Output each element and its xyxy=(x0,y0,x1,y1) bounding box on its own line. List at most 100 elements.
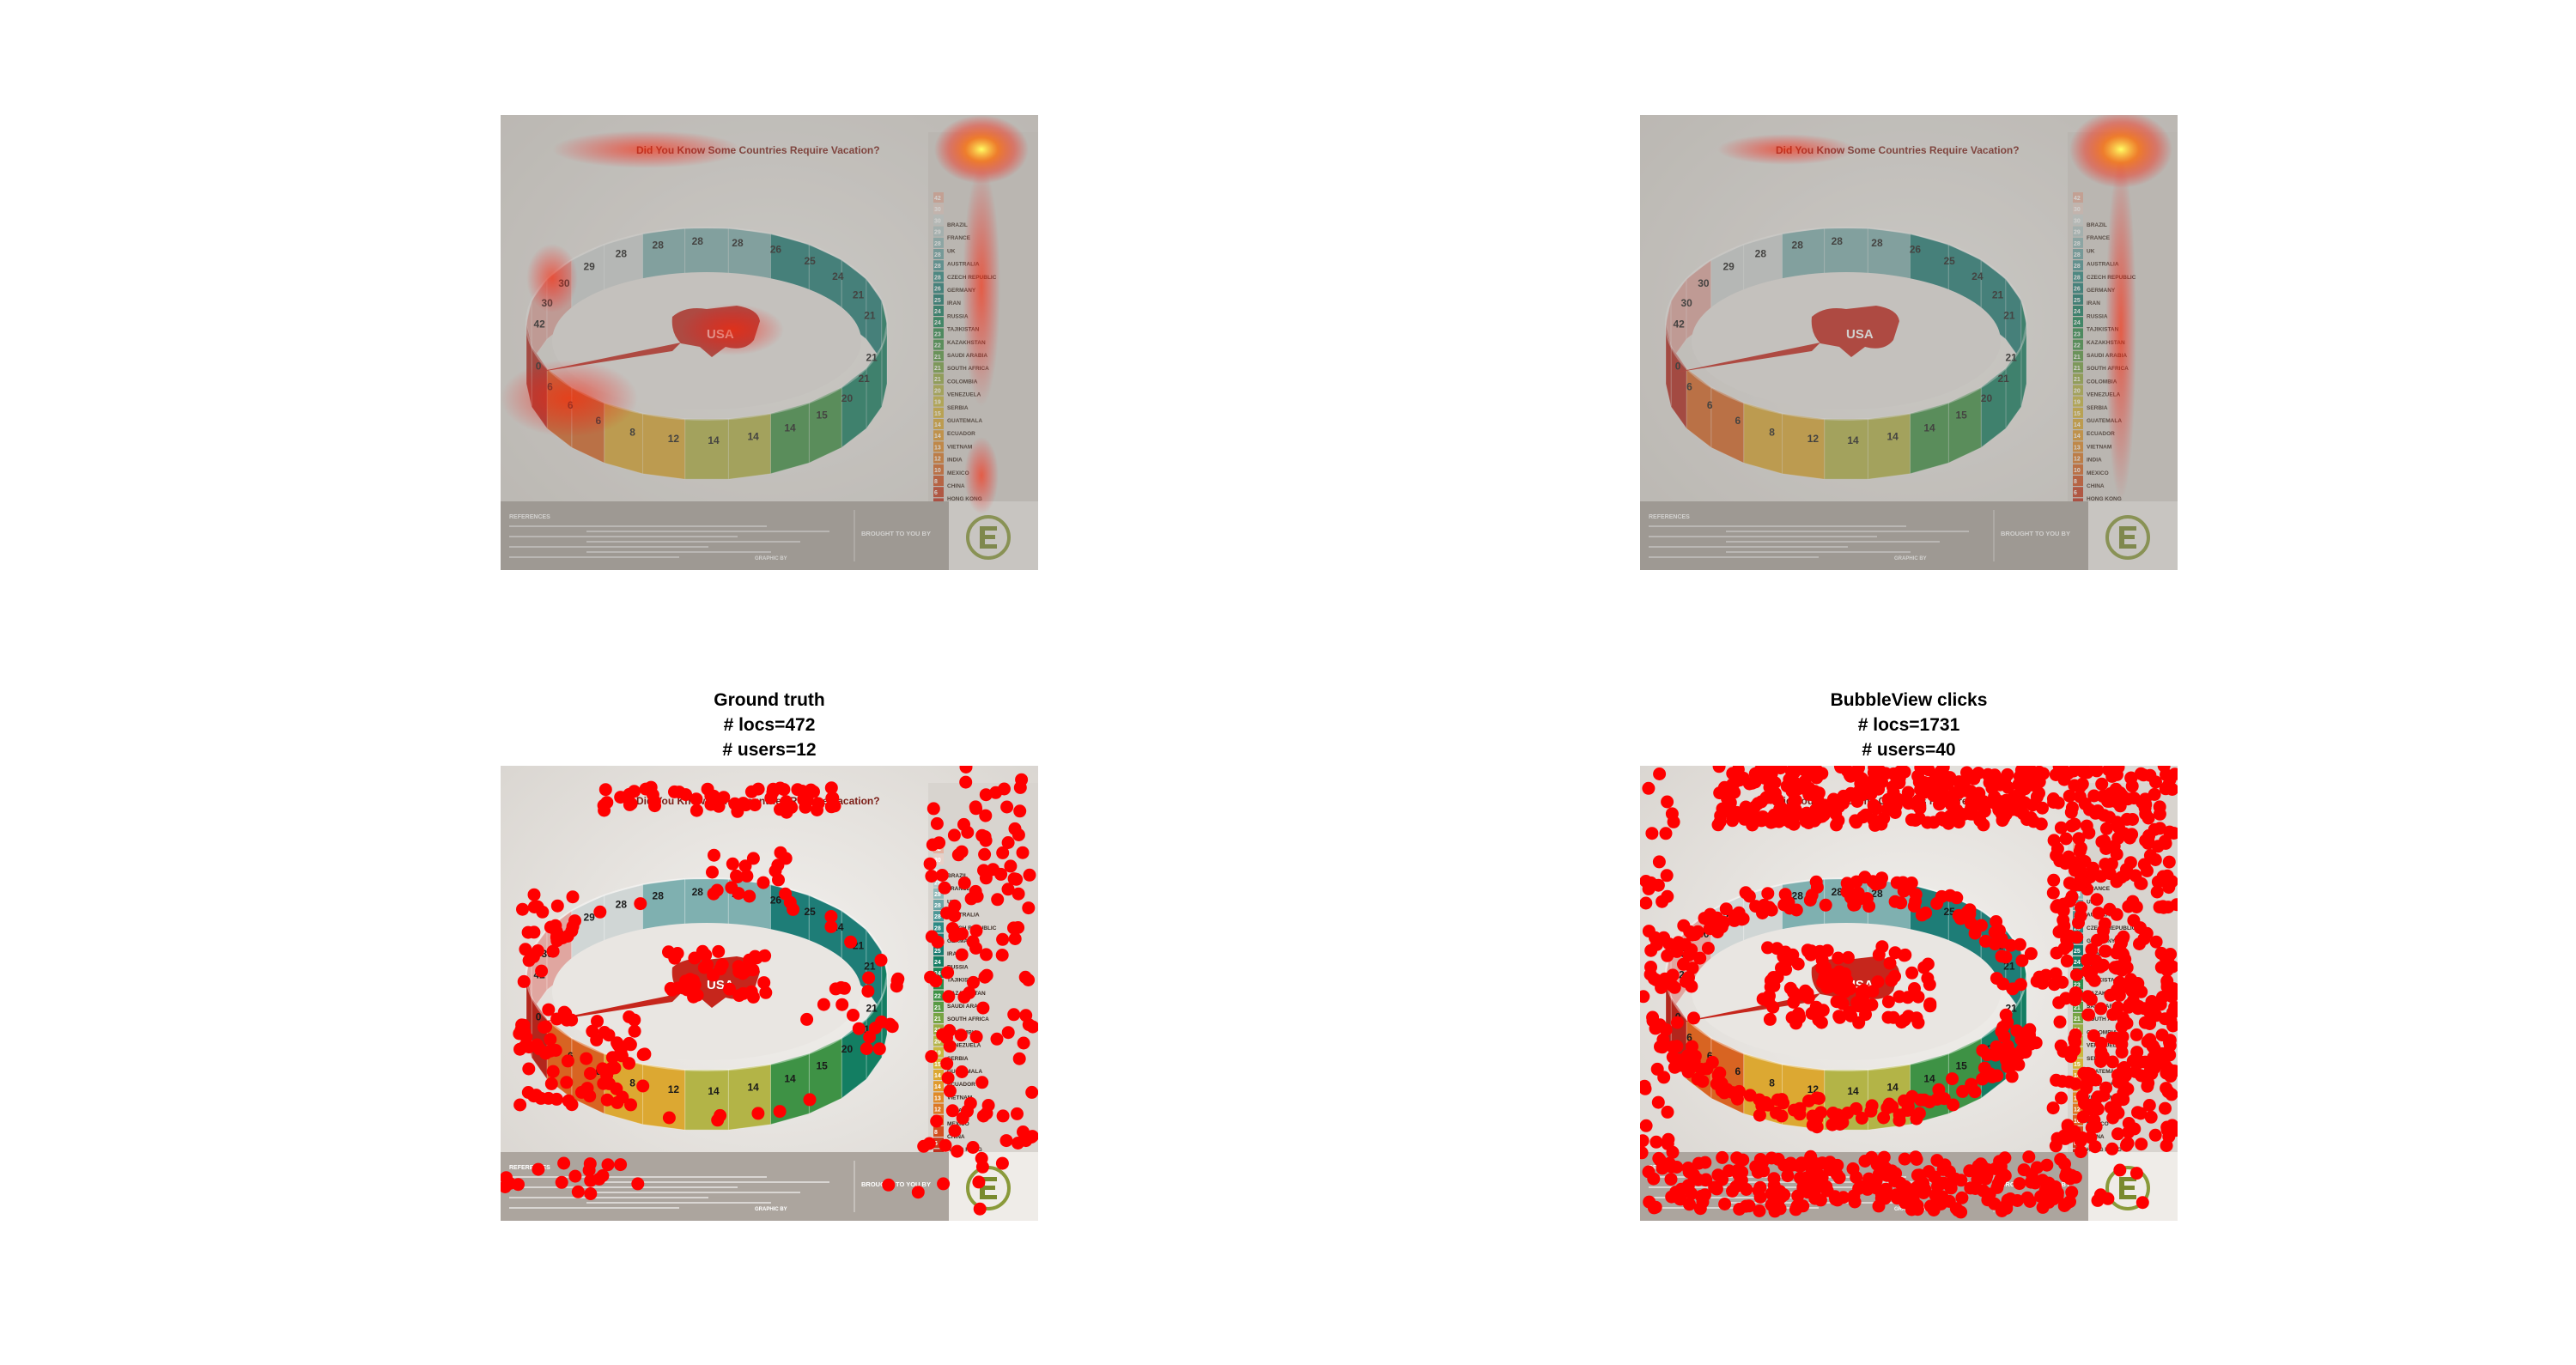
heat-blob xyxy=(963,167,1000,407)
ring-value-label: 28 xyxy=(1832,235,1844,247)
legend-swatch xyxy=(933,476,944,486)
click-dot xyxy=(995,1156,1009,1170)
click-dot xyxy=(560,1076,574,1089)
click-dot xyxy=(2036,801,2049,815)
click-dot xyxy=(959,766,973,774)
click-dot xyxy=(1905,966,1919,980)
click-dot xyxy=(690,804,703,817)
click-dot xyxy=(1806,1155,1819,1168)
click-dot xyxy=(1820,1180,1833,1193)
reference-line xyxy=(1649,556,1819,558)
click-dot xyxy=(1670,1016,1684,1029)
click-dot xyxy=(2106,1008,2120,1022)
click-dot xyxy=(2010,1194,2024,1207)
legend-value: 21 xyxy=(934,377,941,383)
legend-value: 6 xyxy=(2074,490,2077,496)
click-dot xyxy=(1640,1119,1653,1132)
ring-segment xyxy=(727,413,771,480)
click-dot xyxy=(2136,768,2150,782)
click-dot xyxy=(1777,1188,1791,1202)
legend-country: BRAZIL xyxy=(947,873,968,879)
click-dot xyxy=(1865,998,1879,1011)
click-dot xyxy=(1787,995,1801,1009)
click-dot xyxy=(1832,1010,1846,1023)
click-dot xyxy=(1978,1061,1991,1075)
heat-blob xyxy=(964,437,999,514)
caption-users: # users=12 xyxy=(722,740,817,760)
click-dot xyxy=(1753,1153,1767,1166)
ring-segment xyxy=(1665,323,1672,407)
click-dot xyxy=(930,1114,944,1128)
click-dot xyxy=(957,877,971,890)
click-dot xyxy=(2068,817,2081,831)
click-dot xyxy=(1640,1146,1649,1160)
legend-value: 28 xyxy=(2074,241,2081,247)
legend-swatch xyxy=(2073,396,2083,407)
click-dot xyxy=(1754,814,1768,828)
legend-value: 30 xyxy=(934,218,941,224)
reference-line xyxy=(586,551,771,553)
ring-value-label: 30 xyxy=(1698,277,1710,289)
click-dot xyxy=(2157,1051,2171,1065)
click-dot xyxy=(624,1098,637,1112)
click-dot xyxy=(1968,926,1982,940)
legend-swatch xyxy=(2073,203,2083,215)
click-dot xyxy=(2149,935,2163,949)
legend-swatch xyxy=(2073,452,2083,464)
click-dot xyxy=(1723,797,1737,810)
legend-country: COLOMBIA xyxy=(2087,1029,2117,1035)
ring-value-label: 28 xyxy=(692,886,704,898)
click-dot xyxy=(1712,766,1726,774)
click-dot xyxy=(2136,1196,2149,1210)
click-dot xyxy=(1977,818,1990,832)
ring-value-label: 25 xyxy=(1943,906,1955,918)
click-dot xyxy=(2103,810,2117,824)
legend-country: COLOMBIA xyxy=(2087,379,2117,385)
logo-mark xyxy=(2119,526,2136,549)
legend-swatch xyxy=(2073,249,2083,259)
click-dot xyxy=(2068,1125,2081,1138)
logo-mark xyxy=(980,526,997,549)
click-dot xyxy=(2113,1163,2127,1177)
click-dot xyxy=(550,899,564,913)
click-dot xyxy=(1874,766,1887,779)
click-dot xyxy=(1850,996,1864,1010)
click-dot xyxy=(1964,916,1978,930)
legend-value: 15 xyxy=(934,411,941,417)
legend-country: AUSTRALIA xyxy=(947,913,980,919)
click-dot xyxy=(2020,1191,2034,1204)
click-dot xyxy=(1761,941,1775,955)
click-dot xyxy=(2117,1062,2130,1076)
legend-country: SERBIA xyxy=(947,1056,969,1062)
ring-value-label: 6 xyxy=(1686,1032,1692,1044)
click-dot xyxy=(1954,1174,1968,1187)
click-dot xyxy=(1985,1070,1999,1083)
click-dot xyxy=(1677,919,1691,932)
click-dot xyxy=(1832,814,1845,828)
infographic-clicks-right: Did You Know Some Countries Require Vaca… xyxy=(1640,766,2178,1221)
ring-value-label: 28 xyxy=(1792,889,1804,901)
legend-value: 21 xyxy=(934,1016,941,1022)
legend-country: VIETNAM xyxy=(947,1095,972,1101)
click-dot xyxy=(2126,813,2139,826)
click-dot xyxy=(2122,1000,2136,1014)
click-dot xyxy=(1999,950,2013,964)
click-dot xyxy=(1733,1203,1747,1216)
click-dot xyxy=(1969,1182,1982,1195)
click-dot xyxy=(2047,834,2061,847)
ring-value-label: 15 xyxy=(1956,1059,1968,1071)
click-dot xyxy=(1960,766,1973,780)
click-dot xyxy=(527,888,541,901)
click-dot xyxy=(978,970,992,984)
click-dot xyxy=(1771,1152,1785,1166)
click-dot xyxy=(1810,805,1824,819)
legend-swatch xyxy=(933,1126,944,1137)
ring-value-label: 21 xyxy=(853,288,865,300)
click-dot xyxy=(1832,951,1845,965)
click-dot xyxy=(977,864,990,877)
legend-value: 28 xyxy=(934,241,941,247)
click-dot xyxy=(2068,1043,2081,1057)
click-dot xyxy=(1856,788,1869,802)
click-dot xyxy=(811,804,823,816)
click-dot xyxy=(1803,894,1817,907)
